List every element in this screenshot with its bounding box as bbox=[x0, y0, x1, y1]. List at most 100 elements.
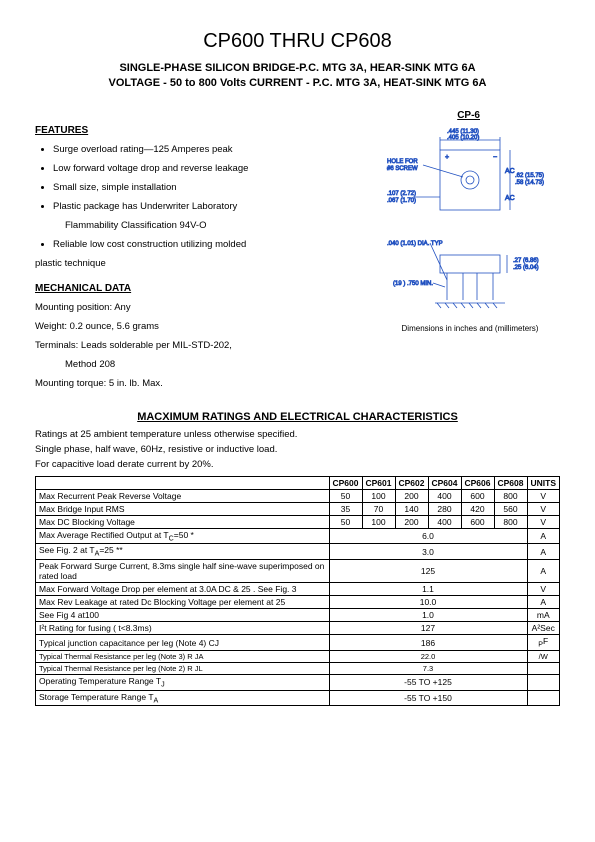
row-label: Max Forward Voltage Drop per element at … bbox=[36, 583, 330, 596]
cell-span: 7.3 bbox=[329, 662, 527, 674]
mech-line: Terminals: Leads solderable per MIL-STD-… bbox=[35, 340, 365, 351]
svg-text:.040 (1.01) DIA. TYP: .040 (1.01) DIA. TYP bbox=[387, 241, 443, 247]
features-list-2: Reliable low cost construction utilizing… bbox=[35, 239, 365, 250]
cell-span: 186 bbox=[329, 635, 527, 651]
cell-span: 1.1 bbox=[329, 583, 527, 596]
ratings-table: CP600 CP601 CP602 CP604 CP606 CP608 UNIT… bbox=[35, 476, 560, 706]
unit-cell bbox=[527, 662, 560, 674]
cell: 70 bbox=[362, 502, 395, 515]
cell: 100 bbox=[362, 515, 395, 528]
mech-line: Mounting position: Any bbox=[35, 302, 365, 313]
row-label: Typical junction capacitance per leg (No… bbox=[36, 635, 330, 651]
cell-span: 10.0 bbox=[329, 596, 527, 609]
cell: 420 bbox=[461, 502, 494, 515]
col-header: CP601 bbox=[362, 476, 395, 489]
package-diagram: + − AC AC .445 (11.30) .405 (10.20) HOLE… bbox=[380, 125, 560, 333]
row-label: Max Recurrent Peak Reverse Voltage bbox=[36, 489, 330, 502]
col-header: CP602 bbox=[395, 476, 428, 489]
unit-cell: V bbox=[527, 502, 560, 515]
unit-cell: A bbox=[527, 596, 560, 609]
table-row: Storage Temperature Range TA-55 TO +150 bbox=[36, 690, 560, 706]
svg-text:(19 ) .750 MIN.: (19 ) .750 MIN. bbox=[393, 281, 433, 287]
row-label: I²t Rating for fusing ( t<8.3ms) bbox=[36, 622, 330, 635]
table-row: Typical junction capacitance per leg (No… bbox=[36, 635, 560, 651]
row-label: See Fig 4 at100 bbox=[36, 609, 330, 622]
row-label: Typical Thermal Resistance per leg (Note… bbox=[36, 662, 330, 674]
row-label: Max Rev Leakage at rated Dc Blocking Vol… bbox=[36, 596, 330, 609]
table-header-row: CP600 CP601 CP602 CP604 CP606 CP608 UNIT… bbox=[36, 476, 560, 489]
svg-text:.067 (1.70): .067 (1.70) bbox=[387, 198, 416, 204]
row-label: Typical Thermal Resistance per leg (Note… bbox=[36, 650, 330, 662]
table-row: Typical Thermal Resistance per leg (Note… bbox=[36, 662, 560, 674]
col-header: UNITS bbox=[527, 476, 560, 489]
cell-span: 125 bbox=[329, 560, 527, 583]
mech-line: Weight: 0.2 ounce, 5.6 grams bbox=[35, 321, 365, 332]
col-header bbox=[36, 476, 330, 489]
table-row: Operating Temperature Range TJ-55 TO +12… bbox=[36, 674, 560, 690]
unit-cell: /W bbox=[527, 650, 560, 662]
cell: 280 bbox=[428, 502, 461, 515]
feature-item: Plastic package has Underwriter Laborato… bbox=[53, 201, 365, 212]
cell-span: -55 TO +125 bbox=[329, 674, 527, 690]
cell: 600 bbox=[461, 515, 494, 528]
cell-span: 22.0 bbox=[329, 650, 527, 662]
cell: 600 bbox=[461, 489, 494, 502]
cell: 100 bbox=[362, 489, 395, 502]
cell: 200 bbox=[395, 515, 428, 528]
main-section: FEATURES Surge overload rating—125 Amper… bbox=[35, 125, 560, 397]
cell: 800 bbox=[494, 515, 527, 528]
col-header: CP606 bbox=[461, 476, 494, 489]
svg-text:.107 (2.72): .107 (2.72) bbox=[387, 191, 416, 197]
table-row: Max Bridge Input RMS3570140280420560V bbox=[36, 502, 560, 515]
mech-heading: MECHANICAL DATA bbox=[35, 283, 365, 294]
table-row: See Fig 4 at1001.0mA bbox=[36, 609, 560, 622]
unit-cell: A bbox=[527, 544, 560, 560]
col-header: CP600 bbox=[329, 476, 362, 489]
table-row: Max Average Rectified Output at TC=50 *6… bbox=[36, 528, 560, 544]
features-heading: FEATURES bbox=[35, 125, 365, 136]
svg-text:.25 (6.04): .25 (6.04) bbox=[513, 265, 539, 271]
row-label: Peak Forward Surge Current, 8.3ms single… bbox=[36, 560, 330, 583]
cell: 400 bbox=[428, 489, 461, 502]
left-column: FEATURES Surge overload rating—125 Amper… bbox=[35, 125, 365, 397]
right-column: + − AC AC .445 (11.30) .405 (10.20) HOLE… bbox=[380, 125, 560, 397]
ratings-intro-line: Ratings at 25 ambient temperature unless… bbox=[35, 429, 560, 440]
cell-span: -55 TO +150 bbox=[329, 690, 527, 706]
unit-cell: V bbox=[527, 583, 560, 596]
cell-span: 1.0 bbox=[329, 609, 527, 622]
table-row: Typical Thermal Resistance per leg (Note… bbox=[36, 650, 560, 662]
col-header: CP604 bbox=[428, 476, 461, 489]
unit-cell: mA bbox=[527, 609, 560, 622]
cell-span: 127 bbox=[329, 622, 527, 635]
ratings-intro-line: For capacitive load derate current by 20… bbox=[35, 459, 560, 470]
table-row: Max Rev Leakage at rated Dc Blocking Vol… bbox=[36, 596, 560, 609]
svg-text:#6 SCREW: #6 SCREW bbox=[387, 166, 418, 172]
diagram-caption: Dimensions in inches and (millimeters) bbox=[380, 324, 560, 333]
unit-cell: A bbox=[527, 528, 560, 544]
svg-text:.27 (6.86): .27 (6.86) bbox=[513, 258, 539, 264]
features-list: Surge overload rating—125 Amperes peak L… bbox=[35, 144, 365, 212]
unit-cell: V bbox=[527, 515, 560, 528]
col-header: CP608 bbox=[494, 476, 527, 489]
table-row: Peak Forward Surge Current, 8.3ms single… bbox=[36, 560, 560, 583]
svg-text:.58 (14.73): .58 (14.73) bbox=[515, 180, 544, 186]
table-row: See Fig. 2 at TA=25 **3.0A bbox=[36, 544, 560, 560]
cell: 800 bbox=[494, 489, 527, 502]
subtitle-line1: SINGLE-PHASE SILICON BRIDGE-P.C. MTG 3A,… bbox=[119, 62, 475, 74]
cell: 35 bbox=[329, 502, 362, 515]
unit-cell bbox=[527, 690, 560, 706]
cell: 400 bbox=[428, 515, 461, 528]
cell: 200 bbox=[395, 489, 428, 502]
table-row: Max Recurrent Peak Reverse Voltage501002… bbox=[36, 489, 560, 502]
unit-cell: V bbox=[527, 489, 560, 502]
svg-text:+: + bbox=[445, 154, 449, 161]
row-label: Operating Temperature Range TJ bbox=[36, 674, 330, 690]
feature-item: Small size, simple installation bbox=[53, 182, 365, 193]
row-label: Max Average Rectified Output at TC=50 * bbox=[36, 528, 330, 544]
cell: 560 bbox=[494, 502, 527, 515]
unit-cell: A²Sec bbox=[527, 622, 560, 635]
subtitle-line2: VOLTAGE - 50 to 800 Volts CURRENT - P.C.… bbox=[109, 77, 487, 89]
feature-extra: Flammability Classification 94V-O bbox=[65, 220, 365, 231]
row-label: Storage Temperature Range TA bbox=[36, 690, 330, 706]
cell: 50 bbox=[329, 489, 362, 502]
